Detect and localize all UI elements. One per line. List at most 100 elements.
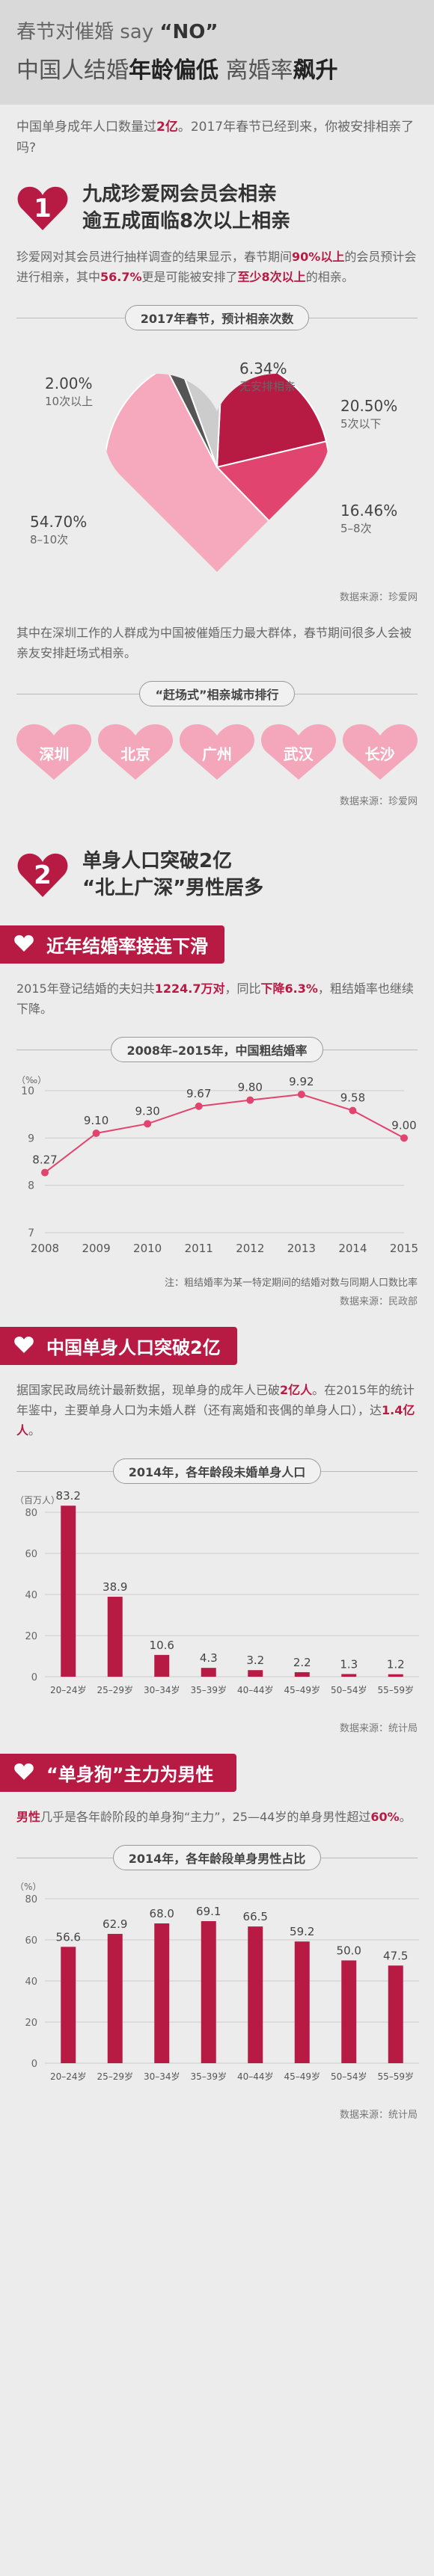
city-rank-item: 深圳	[15, 721, 93, 781]
bar	[388, 1674, 403, 1677]
x-tick-label: 45–49岁	[284, 2071, 320, 2082]
heart-number-icon: 1	[17, 186, 68, 230]
header-subtitle-emph: “NO”	[159, 21, 218, 43]
heart-bullet-icon	[14, 1337, 34, 1353]
line-data-label: 8.27	[32, 1153, 57, 1167]
bar	[201, 1668, 216, 1677]
city-rank-item: 武汉	[260, 721, 337, 781]
bar-data-label: 3.2	[246, 1654, 264, 1667]
bar	[248, 1670, 263, 1677]
bar	[388, 1965, 403, 2063]
x-tick-label: 2009	[82, 1242, 110, 1255]
marriage-rate-line-chart: （‰） 7 8 9 10 8.27 2008 9.10 2009 9.30 2010 9.67 2011…	[16, 1075, 418, 1255]
y-tick-label: 7	[28, 1227, 34, 1239]
band-title-marriage-rate: 近年结婚率接连下滑	[0, 925, 434, 964]
x-tick-label: 2012	[236, 1242, 264, 1255]
bar-data-label: 50.0	[337, 1944, 361, 1958]
x-tick-label: 2014	[338, 1242, 367, 1255]
s2-text-a: 2015年登记结婚的夫妇共	[16, 982, 155, 996]
s2-text-d1: 几乎是各年龄阶段的单身狗“主力”，25—44岁的单身男性超过	[40, 1810, 371, 1824]
bar	[107, 1934, 123, 2063]
bar-data-label: 56.6	[56, 1930, 81, 1944]
bar-data-label: 38.9	[103, 1580, 127, 1594]
x-tick-label: 45–49岁	[284, 1684, 320, 1695]
y-tick-label: 40	[25, 1976, 37, 1988]
pie-category-label: 8–10次	[30, 533, 68, 546]
pie-value-label: 2.00%	[45, 375, 93, 392]
s2-highlight-4: 1.4亿人	[16, 1403, 415, 1438]
city-label: 深圳	[39, 745, 70, 763]
bar-data-label: 62.9	[103, 1917, 127, 1931]
heart-icon	[16, 724, 92, 780]
section2-paragraph-3: 男性几乎是各年龄阶段的单身狗“主力”，25—44岁的单身男性超过60%。	[0, 1802, 434, 1831]
bar	[294, 1671, 310, 1677]
s2-text-c3: 。	[28, 1423, 41, 1438]
section1-paragraph-2: 其中在深圳工作的人群成为中国被催婚压力最大群体，春节期间很多人会被亲友安排赶场式…	[16, 626, 412, 660]
y-axis-unit: （%）	[15, 1882, 41, 1892]
s1-highlight-3: 至少8次以上	[237, 270, 306, 284]
header-title-part-c: 离婚率	[218, 58, 293, 84]
city-label: 武汉	[283, 745, 314, 763]
s2-text-c2: 。在2015年的统计年鉴中，主要单身人口为未婚人群（还有离婚和丧偶的单身人口），…	[16, 1383, 415, 1417]
band-title-single-population: 中国单身人口突破2亿	[0, 1327, 434, 1365]
bar-data-label: 68.0	[150, 1907, 174, 1920]
bar-data-label: 10.6	[150, 1639, 174, 1652]
line-chart-source: 数据来源：民政部	[339, 1296, 418, 1307]
pie-value-label: 20.50%	[340, 397, 397, 415]
line-data-label: 9.30	[135, 1104, 159, 1118]
bar	[107, 1597, 123, 1677]
x-tick-label: 50–54岁	[331, 2071, 367, 2082]
header-title: 中国人结婚年龄偏低 离婚率飙升	[16, 52, 418, 84]
bar	[201, 1920, 216, 2063]
city-label: 北京	[120, 745, 151, 763]
line-point	[195, 1102, 203, 1110]
y-tick-label: 60	[25, 1549, 37, 1560]
y-tick-label: 20	[25, 1631, 37, 1642]
line-point	[246, 1096, 254, 1104]
intro-highlight: 2亿	[156, 120, 178, 135]
heart-icon	[342, 724, 418, 780]
bar	[248, 1926, 263, 2063]
x-tick-label: 20–24岁	[50, 1684, 87, 1695]
section2-number: 2	[34, 860, 52, 890]
x-tick-label: 30–34岁	[144, 1684, 180, 1695]
pie-value-label: 16.46%	[340, 502, 397, 520]
pie-source: 数据来源：珍爱网	[339, 592, 418, 603]
heart-pie-chart: 20.50% 5次以下 16.46% 5–8次 54.70% 8–10次 2.00% 10次以…	[30, 360, 397, 572]
bar-data-label: 47.5	[383, 1949, 408, 1962]
s2-highlight-6: 60%	[370, 1810, 400, 1824]
x-tick-label: 2015	[390, 1242, 418, 1255]
section2-title: 2 单身人口突破2亿 “北上广深”男性居多	[0, 833, 434, 909]
single-population-bar-chart: （百万人） 0 20 40 60 80 83.2 20–24岁 38.9 25–29岁 10.6 30…	[15, 1489, 419, 1695]
y-tick-label: 20	[25, 2018, 37, 2029]
pie-chart-title: 2017年春节，预计相亲次数	[16, 305, 418, 330]
heart-icon	[98, 724, 174, 780]
x-tick-label: 40–44岁	[237, 2071, 274, 2082]
line-point	[92, 1130, 100, 1137]
line-chart-title: 2008年–2015年，中国粗结婚率	[16, 1037, 418, 1062]
s2-highlight-3: 2亿人	[280, 1383, 313, 1397]
line-data-label: 9.58	[340, 1091, 365, 1105]
section1-paragraph: 珍爱网对其会员进行抽样调查的结果显示，春节期间90%以上的会员预计会进行相亲，其…	[0, 242, 434, 292]
pie-value-label: 54.70%	[30, 513, 87, 531]
bar	[61, 1506, 76, 1677]
pie-category-label: 10次以上	[45, 395, 93, 408]
male-share-bar-chart: （%） 0 20 40 60 80 56.6 20–24岁 62.9 25–29岁 68.0 30–3…	[15, 1882, 419, 2082]
s1-highlight-2: 56.7%	[100, 270, 142, 284]
city-rank-source: 数据来源：珍爱网	[339, 796, 418, 807]
bar-data-label: 1.2	[387, 1658, 405, 1671]
line-point	[349, 1106, 357, 1115]
s2-text-b: ，同比	[224, 982, 261, 996]
pie-value-label: 6.34%	[239, 360, 287, 378]
intro-text-a: 中国单身成年人口数量过	[16, 120, 156, 135]
line-point	[41, 1168, 49, 1177]
x-tick-label: 55–59岁	[377, 2071, 414, 2082]
city-rank-title-text: “赶场式”相亲城市排行	[139, 681, 295, 706]
band-title-text: 近年结婚率接连下滑	[46, 936, 208, 957]
y-tick-label: 60	[25, 1935, 37, 1947]
y-tick-label: 40	[25, 1590, 37, 1601]
section1-title-line2: 逾五成面临8次以上相亲	[82, 210, 291, 232]
x-tick-label: 55–59岁	[377, 1684, 414, 1695]
x-tick-label: 40–44岁	[237, 1684, 274, 1695]
bar-chart2-title-text: 2014年，各年龄段单身男性占比	[112, 1845, 322, 1870]
